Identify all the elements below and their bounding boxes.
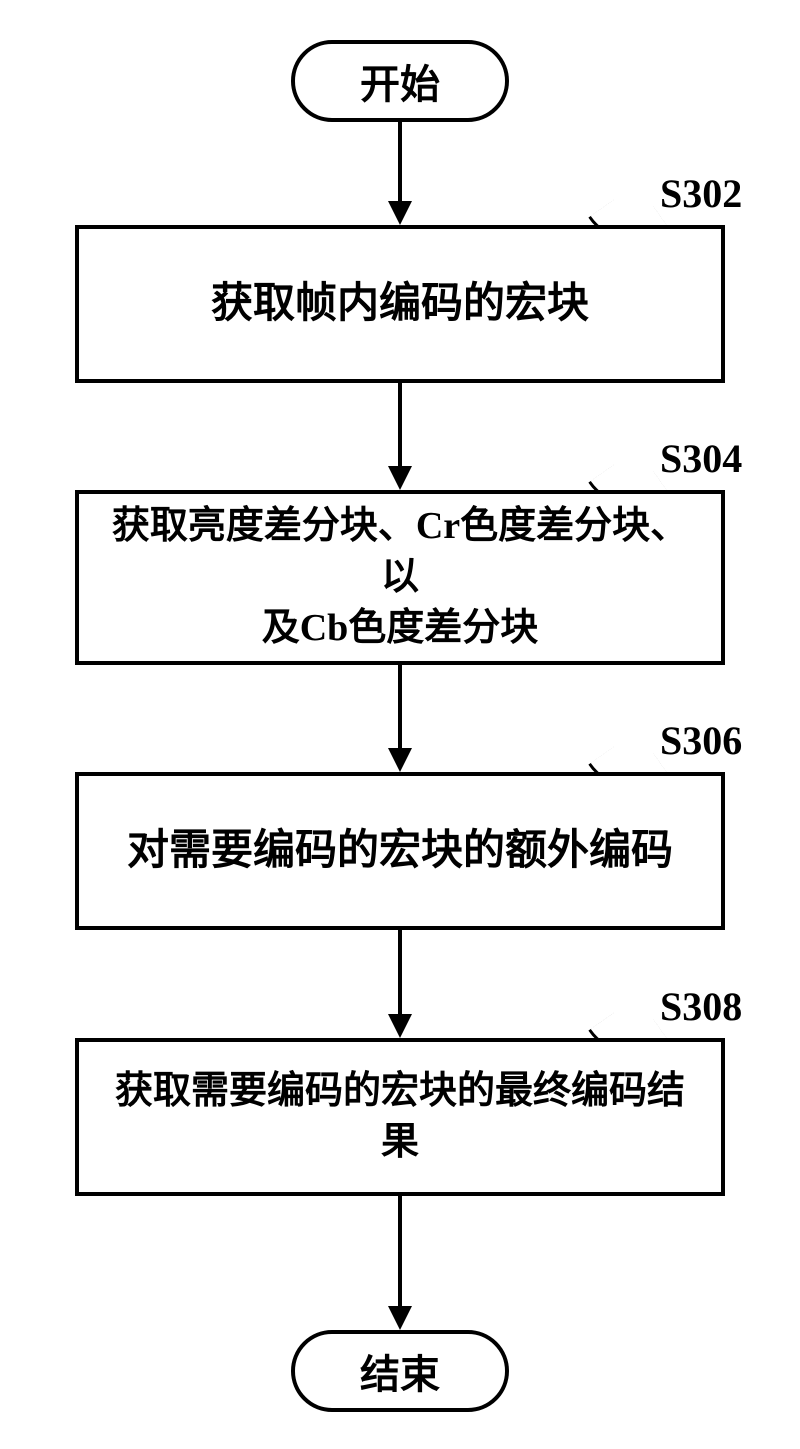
step-label-s308: S308 [660, 983, 742, 1030]
arrow-head [388, 748, 412, 772]
process-s302: 获取帧内编码的宏块 [75, 225, 725, 383]
arrow-head [388, 201, 412, 225]
arrow-head [388, 1014, 412, 1038]
step-label-s306: S306 [660, 717, 742, 764]
terminal-start: 开始 [291, 40, 509, 122]
process-s308: 获取需要编码的宏块的最终编码结果 [75, 1038, 725, 1196]
arrow-line [398, 1196, 402, 1306]
process-text: 对需要编码的宏块的额外编码 [127, 823, 673, 880]
terminal-end-label: 结束 [360, 1342, 440, 1400]
flowchart-canvas: 开始 S302 获取帧内编码的宏块 S304 获取亮度差分块、Cr色度差分块、以… [0, 0, 800, 1449]
terminal-end: 结束 [291, 1330, 509, 1412]
arrow-head [388, 1306, 412, 1330]
arrow-line [398, 665, 402, 748]
arrow-line [398, 122, 402, 201]
process-text: 获取需要编码的宏块的最终编码结果 [99, 1066, 701, 1169]
arrow-line [398, 930, 402, 1014]
arrow-head [388, 466, 412, 490]
step-label-s304: S304 [660, 435, 742, 482]
step-label-s302: S302 [660, 170, 742, 217]
terminal-start-label: 开始 [360, 52, 440, 110]
process-text: 获取亮度差分块、Cr色度差分块、以 及Cb色度差分块 [99, 501, 701, 655]
process-s304: 获取亮度差分块、Cr色度差分块、以 及Cb色度差分块 [75, 490, 725, 665]
process-text: 获取帧内编码的宏块 [211, 276, 589, 333]
arrow-line [398, 383, 402, 466]
process-s306: 对需要编码的宏块的额外编码 [75, 772, 725, 930]
